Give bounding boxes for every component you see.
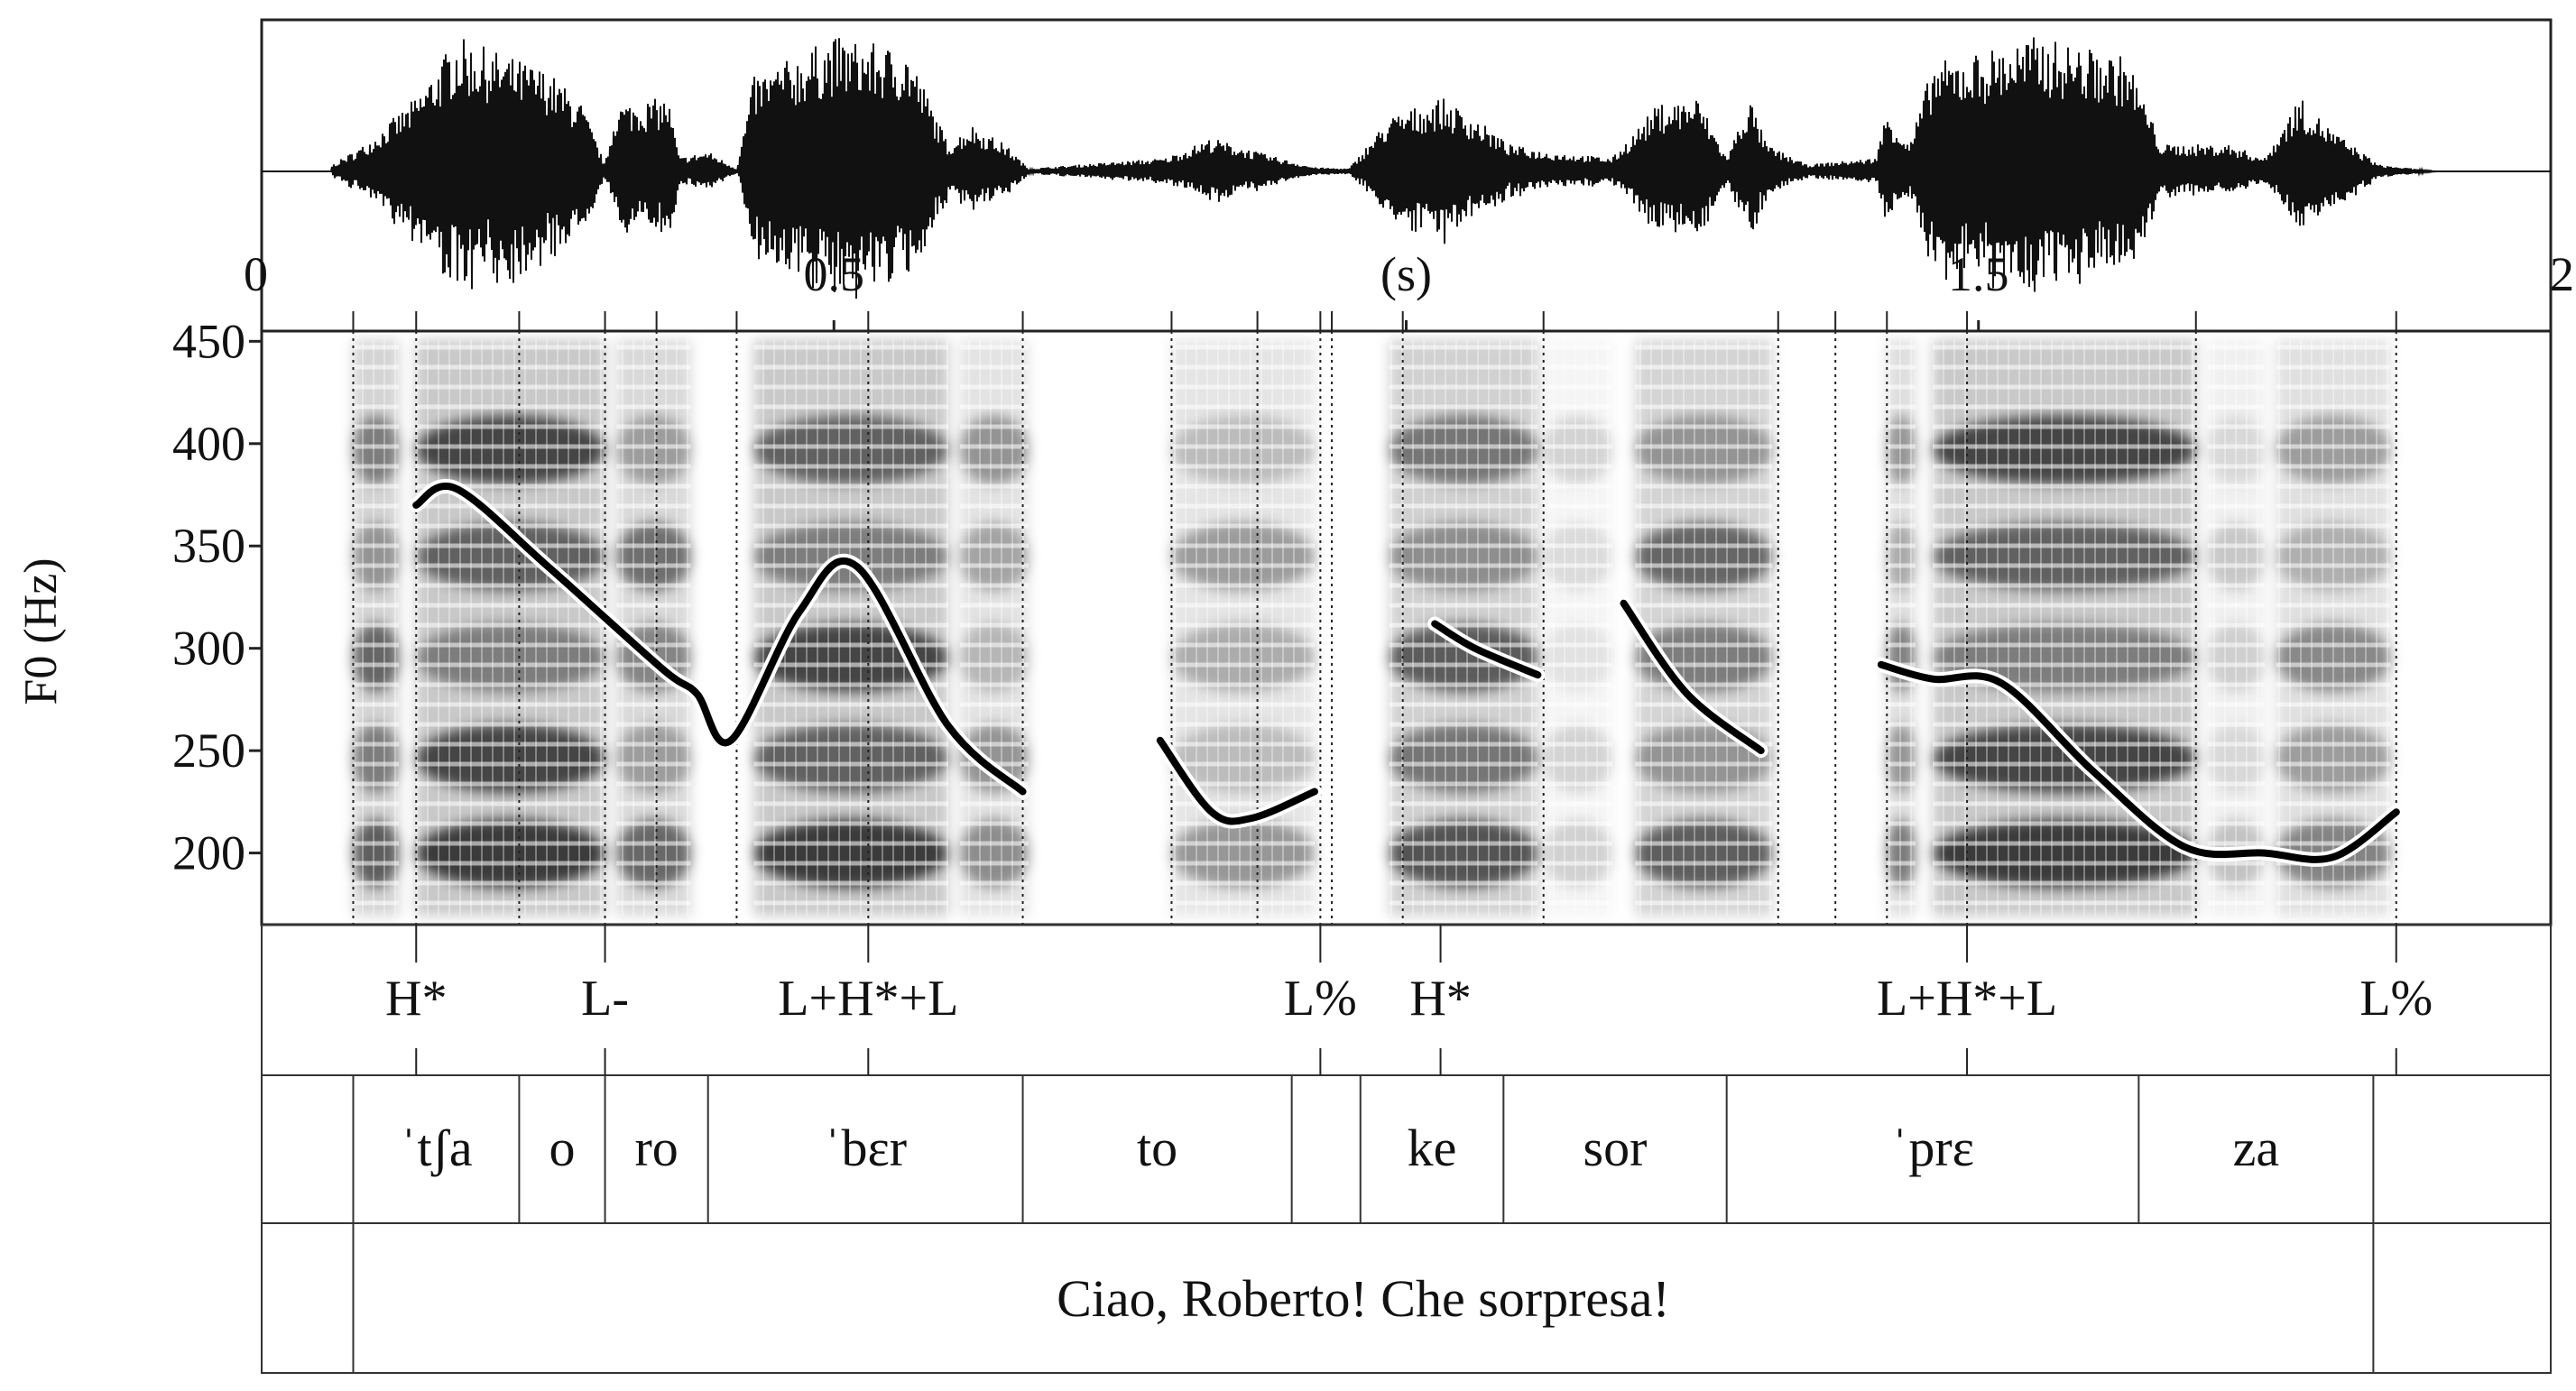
tier-sentence: [261, 1222, 2552, 1374]
syllable-label: ke: [1408, 1119, 1457, 1177]
harmonic-texture: [416, 340, 605, 916]
f0-contour: [1431, 620, 1542, 679]
f0-tick-label: 350: [172, 519, 245, 573]
harmonic-texture: [1635, 340, 1773, 916]
syllable-label: za: [2233, 1119, 2280, 1177]
syllable-label: ˈtʃa: [400, 1119, 473, 1177]
time-tick-label: (s): [1380, 247, 1432, 301]
segment-boundaries: [352, 311, 2397, 925]
syllable-label: ˈbɛr: [824, 1119, 907, 1177]
harmonic-texture: [1389, 340, 1538, 916]
time-axis: 0 0.5 (s) 1.5 2: [244, 247, 2574, 331]
waveform-trace: [262, 37, 2551, 299]
syllable-label: ro: [634, 1119, 678, 1177]
harmonic-texture: [616, 340, 691, 916]
syllable-label: o: [549, 1119, 575, 1177]
tone-label: L-: [581, 971, 629, 1027]
time-tick-label: 1.5: [1948, 247, 2009, 301]
tone-label: L+H*+L: [1877, 971, 2057, 1027]
f0-axis: 200 250 300 350 400 450: [172, 314, 262, 880]
annotation-tiers: H* L- L+H*+L L% H* L+H*+L L% ˈtʃa o ro ˈbɛr to ke so…: [261, 924, 2552, 1374]
harmonic-texture: [2276, 340, 2391, 916]
f0-contours: [409, 479, 2404, 867]
spectrogram-panel: 200 250 300 350 400 450 F0 (Hz): [15, 311, 2553, 926]
harmonic-texture: [1543, 340, 1612, 916]
f0-axis-label: F0 (Hz): [15, 557, 67, 705]
waveform-panel: 0 0.5 (s) 1.5 2: [244, 18, 2574, 333]
harmonic-texture: [959, 340, 1029, 916]
harmonic-texture: [1171, 340, 1316, 916]
syllable-labels: ˈtʃa o ro ˈbɛr to ke sor ˈprɛ za: [352, 1075, 2375, 1223]
f0-contour: [412, 483, 1027, 796]
tone-label: L%: [2359, 971, 2433, 1027]
f0-tick-label: 400: [172, 417, 245, 471]
syllable-label: sor: [1583, 1119, 1648, 1177]
tone-label: L%: [1284, 971, 1357, 1027]
f0-tick-label: 200: [172, 826, 245, 880]
harmonic-texture: [1887, 340, 1916, 916]
f0-tick-label: 300: [172, 622, 245, 676]
sentence-tier: Ciao, Roberto! Che sorpresa!: [352, 1223, 2375, 1373]
syllable-label: ˈprɛ: [1891, 1119, 1974, 1177]
tone-label: H*: [385, 971, 447, 1027]
f0-tick-label: 450: [172, 314, 245, 368]
tone-label: H*: [1409, 971, 1471, 1027]
syllable-label: to: [1137, 1119, 1177, 1177]
time-tick-label: 2: [2550, 247, 2574, 301]
time-tick-label: 0: [244, 247, 268, 301]
f0-contour: [1620, 599, 1765, 755]
tone-labels: H* L- L+H*+L L% H* L+H*+L L%: [385, 925, 2433, 1075]
f0-contour: [1156, 736, 1318, 825]
harmonic-texture: [353, 340, 400, 916]
time-tick-label: 0.5: [804, 247, 865, 301]
f0-contour: [1877, 660, 2400, 863]
tone-label: L+H*+L: [778, 971, 958, 1027]
f0-tick-label: 250: [172, 723, 245, 778]
harmonic-texture: [2207, 340, 2265, 916]
sentence-label: Ciao, Roberto! Che sorpresa!: [1057, 1269, 1670, 1328]
